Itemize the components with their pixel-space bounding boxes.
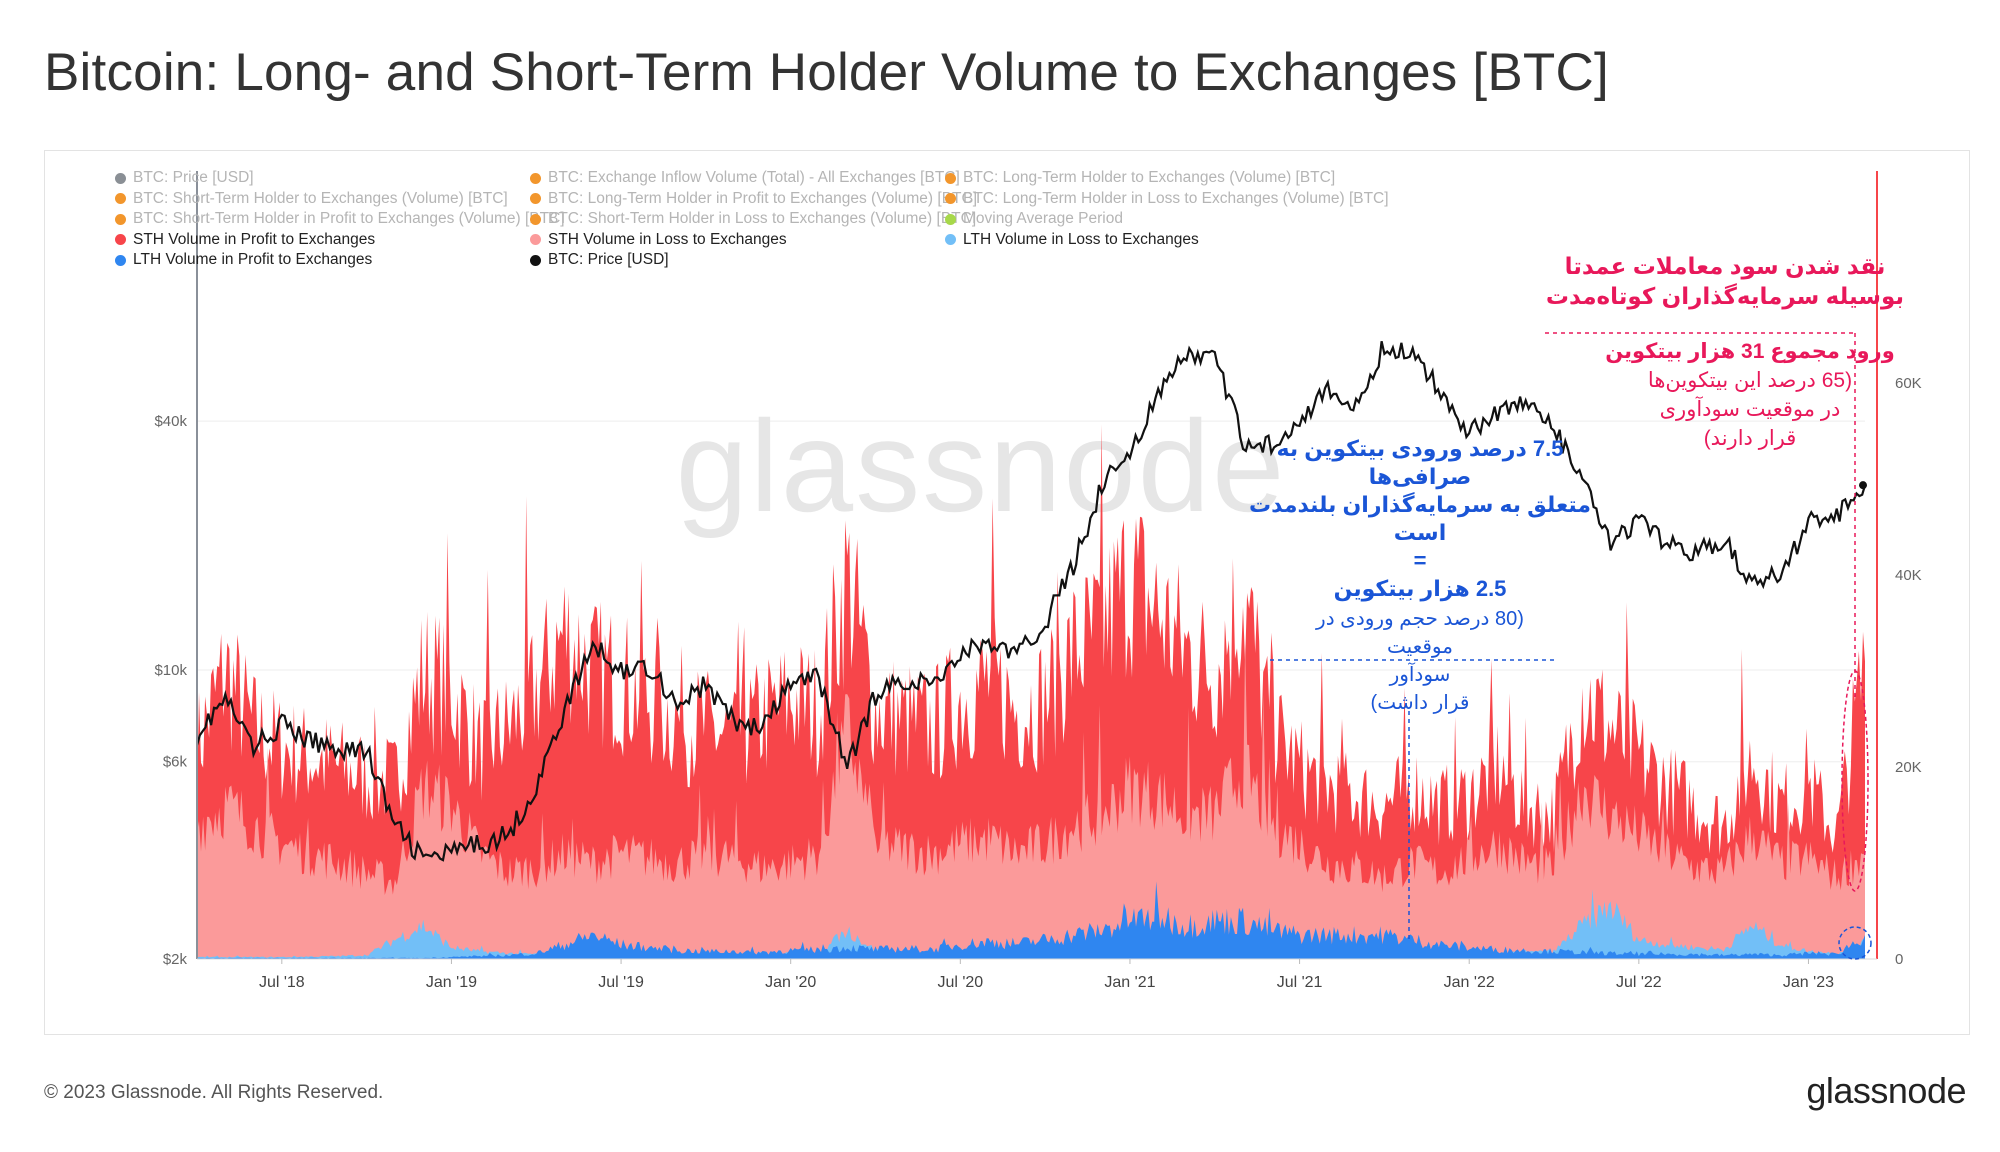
legend-dot-icon bbox=[115, 193, 126, 204]
annotation-blue: 7.5 درصد ورودی بیتکوین به صرافی‌ها متعلق… bbox=[1220, 435, 1620, 603]
legend-dot-icon bbox=[945, 172, 956, 184]
legend-label: BTC: Short-Term Holder in Profit to Exch… bbox=[133, 210, 565, 227]
legend-dot-icon bbox=[115, 234, 126, 245]
legend-dot-icon bbox=[530, 172, 541, 184]
legend-item[interactable]: BTC: Short-Term Holder in Profit to Exch… bbox=[115, 210, 565, 228]
legend-dot-icon bbox=[530, 234, 541, 245]
x-tick-label: Jul '22 bbox=[1616, 974, 1662, 991]
price-last-point bbox=[1859, 481, 1867, 490]
annotation-blue-line5: = bbox=[1413, 548, 1427, 573]
y-left-tick-label: $40k bbox=[154, 413, 187, 430]
legend-dot-icon bbox=[115, 213, 126, 225]
annotation-red-title-line2: بوسیله سرمایه‌گذاران کوتاه‌مدت bbox=[1545, 283, 1905, 309]
y-right-tick-label: 60K bbox=[1895, 375, 1922, 392]
chart-svg: glassnode $2k $6k $10k $40k 0 20K 40K 60K Jul '18… bbox=[154, 171, 1922, 991]
y-right-tick-label: 20K bbox=[1895, 759, 1922, 776]
legend-dot-icon bbox=[530, 193, 541, 204]
annotation-blue-detail-line4: قرار داشت) bbox=[1370, 692, 1470, 714]
page-title: Bitcoin: Long- and Short-Term Holder Vol… bbox=[44, 43, 1609, 102]
x-tick-label: Jul '19 bbox=[598, 974, 644, 991]
sth-loss-area bbox=[197, 643, 1865, 959]
x-tick-label: Jul '21 bbox=[1277, 974, 1323, 991]
legend-item[interactable]: STH Volume in Loss to Exchanges bbox=[530, 231, 787, 249]
x-tick-label: Jan '21 bbox=[1104, 974, 1155, 991]
legend-item[interactable]: BTC: Long-Term Holder in Profit to Excha… bbox=[530, 190, 977, 208]
footer-copyright: © 2023 Glassnode. All Rights Reserved. bbox=[44, 1082, 384, 1103]
x-tick-label: Jul '20 bbox=[937, 974, 983, 991]
legend-label: BTC: Price [USD] bbox=[548, 251, 669, 268]
legend-item[interactable]: BTC: Price [USD] bbox=[115, 169, 254, 187]
footer-brand-logo: glassnode bbox=[1806, 1070, 1966, 1111]
legend-dot-icon bbox=[945, 234, 956, 245]
annotation-blue-detail-line2: موقعیت bbox=[1387, 636, 1453, 658]
legend-item[interactable]: BTC: Price [USD] bbox=[530, 251, 669, 269]
legend-dot-icon bbox=[945, 213, 956, 225]
annotation-red-title-line1: نقد شدن سود معاملات عمدتا bbox=[1564, 253, 1886, 279]
x-tick-label: Jan '23 bbox=[1783, 974, 1834, 991]
annotation-blue-detail-line1: (80 درصد حجم ورودی در bbox=[1316, 608, 1524, 630]
y-right-tick-label: 0 bbox=[1895, 951, 1903, 968]
legend-item[interactable]: BTC: Long-Term Holder to Exchanges (Volu… bbox=[945, 169, 1335, 187]
blue-highlight-circle bbox=[1838, 926, 1872, 960]
legend-label: BTC: Long-Term Holder in Profit to Excha… bbox=[548, 189, 977, 207]
legend-label: STH Volume in Profit to Exchanges bbox=[133, 230, 376, 248]
legend-label: LTH Volume in Profit to Exchanges bbox=[133, 251, 373, 268]
legend-label: LTH Volume in Loss to Exchanges bbox=[963, 230, 1199, 248]
legend-label: BTC: Long-Term Holder to Exchanges (Volu… bbox=[963, 169, 1336, 186]
legend-dot-icon bbox=[530, 254, 541, 266]
lth-loss-area bbox=[197, 889, 1865, 959]
annotation-blue-line2: صرافی‌ها bbox=[1368, 464, 1472, 489]
x-tick-label: Jan '22 bbox=[1444, 974, 1495, 991]
x-tick-label: Jan '20 bbox=[765, 974, 816, 991]
legend-dot-icon bbox=[115, 254, 126, 266]
annotation-red-detail-line4: قرار دارند) bbox=[1703, 427, 1797, 450]
annotation-blue-line1: 7.5 درصد ورودی بیتکوین به bbox=[1276, 436, 1564, 461]
y-left-tick-label: $10k bbox=[154, 662, 187, 679]
legend-dot-icon bbox=[530, 213, 541, 225]
legend-label: BTC: Price [USD] bbox=[133, 169, 254, 186]
annotation-red-detail-line2: (65 درصد این بیتکوین‌ها bbox=[1647, 369, 1853, 392]
legend-item[interactable]: LTH Volume in Profit to Exchanges bbox=[115, 251, 372, 269]
y-left-tick-label: $6k bbox=[163, 754, 188, 771]
annotation-red-detail-line1: ورود مجموع 31 هزار بیتکوین bbox=[1605, 340, 1895, 363]
legend-item[interactable]: LTH Volume in Loss to Exchanges bbox=[945, 231, 1199, 249]
legend-item[interactable]: BTC: Short-Term Holder to Exchanges (Vol… bbox=[115, 190, 508, 208]
annotation-red-title: نقد شدن سود معاملات عمدتا بوسیله سرمایه‌… bbox=[1525, 251, 1925, 311]
legend-label: BTC: Short-Term Holder to Exchanges (Vol… bbox=[133, 189, 508, 207]
legend-label: BTC: Long-Term Holder in Loss to Exchang… bbox=[963, 189, 1389, 207]
chart-container: glassnode $2k $6k $10k $40k 0 20K 40K 60K Jul '18… bbox=[44, 150, 1970, 1035]
legend-label: Moving Average Period bbox=[963, 210, 1123, 227]
legend-item[interactable]: BTC: Short-Term Holder in Loss to Exchan… bbox=[530, 210, 976, 228]
annotation-blue-line4: است bbox=[1393, 520, 1447, 545]
annotation-blue-detail-line3: سودآور bbox=[1389, 664, 1451, 686]
annotation-blue-line6: 2.5 هزار بیتکوین bbox=[1333, 576, 1507, 601]
red-highlight-ellipse bbox=[1841, 670, 1869, 892]
annotation-blue-line3: متعلق به سرمایه‌گذاران بلندمدت bbox=[1249, 492, 1591, 517]
legend-label: BTC: Short-Term Holder in Loss to Exchan… bbox=[548, 210, 977, 227]
legend-item[interactable]: Moving Average Period bbox=[945, 210, 1123, 228]
y-left-tick-label: $2k bbox=[163, 951, 188, 968]
x-tick-label: Jul '18 bbox=[259, 974, 305, 991]
annotation-red-detail-line3: در موقعیت سودآوری bbox=[1659, 398, 1841, 421]
legend-item[interactable]: BTC: Exchange Inflow Volume (Total) - Al… bbox=[530, 169, 960, 187]
annotation-blue-detail: (80 درصد حجم ورودی در موقعیت سودآور قرار… bbox=[1245, 605, 1595, 717]
legend-dot-icon bbox=[945, 193, 956, 204]
legend-item[interactable]: BTC: Long-Term Holder in Loss to Exchang… bbox=[945, 190, 1389, 208]
legend-label: STH Volume in Loss to Exchanges bbox=[548, 230, 787, 248]
x-tick-label: Jan '19 bbox=[426, 974, 477, 991]
sth-profit-area bbox=[197, 424, 1865, 960]
legend-label: BTC: Exchange Inflow Volume (Total) - Al… bbox=[548, 169, 960, 186]
annotation-red-detail: ورود مجموع 31 هزار بیتکوین (65 درصد این … bbox=[1585, 337, 1915, 453]
legend-dot-icon bbox=[115, 172, 126, 184]
watermark-text: glassnode bbox=[676, 393, 1287, 539]
price-line bbox=[195, 340, 1867, 862]
y-right-tick-label: 40K bbox=[1895, 567, 1922, 584]
legend-item[interactable]: STH Volume in Profit to Exchanges bbox=[115, 231, 375, 249]
